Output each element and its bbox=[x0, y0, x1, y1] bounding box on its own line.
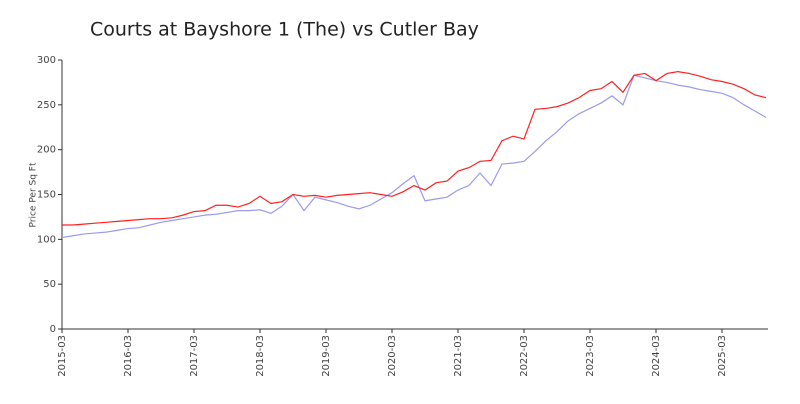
line-series bbox=[61, 74, 767, 239]
line-series bbox=[62, 71, 767, 226]
x-tick-label: 2015-03 bbox=[57, 335, 68, 377]
x-tick-label: 2017-03 bbox=[189, 335, 200, 377]
y-axis-label: Price Per Sq Ft bbox=[29, 162, 39, 227]
y-tick-label: 100 bbox=[37, 234, 56, 245]
x-tick-label: 2018-03 bbox=[255, 335, 266, 377]
x-tick-label: 2016-03 bbox=[123, 335, 134, 377]
chart-title: Courts at Bayshore 1 (The) vs Cutler Bay bbox=[90, 19, 479, 41]
y-tick-label: 150 bbox=[37, 190, 56, 201]
x-tick-label: 2022-03 bbox=[519, 335, 530, 377]
y-tick-label: 50 bbox=[43, 279, 56, 290]
x-tick-label: 2023-03 bbox=[585, 335, 596, 377]
y-tick-label: 300 bbox=[37, 55, 56, 66]
x-tick-label: 2025-03 bbox=[717, 335, 728, 377]
x-tick-label: 2020-03 bbox=[387, 335, 398, 377]
x-tick-label: 2024-03 bbox=[651, 335, 662, 377]
y-tick-label: 0 bbox=[50, 324, 56, 335]
x-tick-label: 2019-03 bbox=[321, 335, 332, 377]
y-tick-label: 200 bbox=[37, 145, 56, 156]
y-tick-label: 250 bbox=[37, 100, 56, 111]
x-tick-label: 2021-03 bbox=[453, 335, 464, 377]
